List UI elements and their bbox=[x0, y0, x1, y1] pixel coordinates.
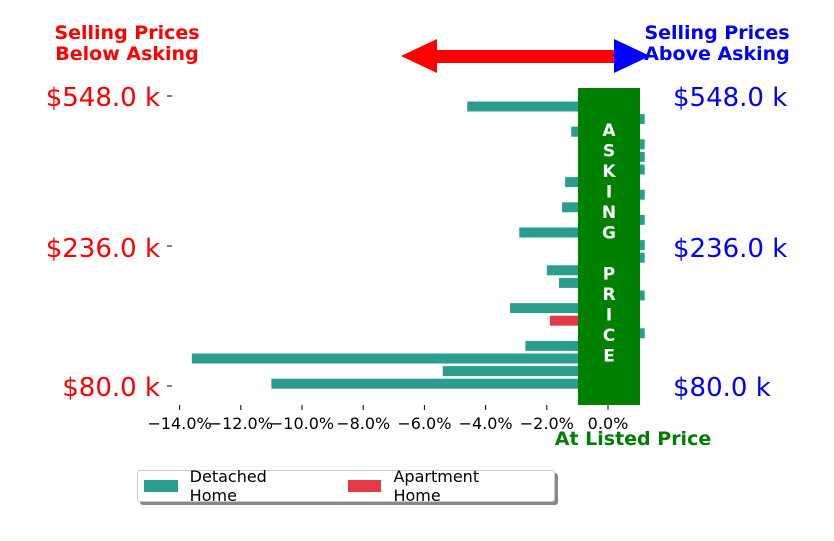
legend-label-apartment: Apartment Home bbox=[393, 467, 480, 505]
legend: Detached Home Apartment Home bbox=[137, 467, 555, 505]
y-label-left-548: $548.0 k bbox=[46, 83, 160, 113]
asking-letter-10: C bbox=[603, 326, 615, 346]
x-tick-label-5: −4.0% bbox=[459, 414, 513, 433]
asking-letter-2: K bbox=[602, 162, 616, 182]
bar-detached-16 bbox=[510, 303, 608, 314]
bar-detached-13 bbox=[546, 265, 608, 276]
x-axis-ticks: −14.0%−12.0%−10.0% −8.0% −6.0% −4.0% −2.0% 0.… bbox=[147, 405, 628, 433]
asking-letter-4: N bbox=[602, 203, 616, 223]
bar-detached-19 bbox=[525, 340, 608, 351]
y-label-right-236: $236.0 k bbox=[673, 234, 787, 264]
y-label-right-548: $548.0 k bbox=[673, 83, 787, 113]
asking-letter-8: R bbox=[602, 285, 615, 305]
y-label-left-80: $80.0 k bbox=[62, 373, 160, 403]
legend-swatch-detached bbox=[144, 480, 178, 492]
x-tick-label-1: −12.0% bbox=[209, 414, 273, 433]
x-tick-label-0: −14.0% bbox=[147, 414, 211, 433]
y-label-left-236: $236.0 k bbox=[46, 234, 160, 264]
bar-detached-20 bbox=[191, 353, 608, 364]
asking-letter-3: I bbox=[606, 183, 612, 203]
x-tick-label-7: 0.0% bbox=[588, 414, 629, 433]
asking-letter-1: S bbox=[603, 142, 615, 162]
header-above-line1: Selling Prices bbox=[644, 22, 789, 44]
bar-detached-22 bbox=[271, 378, 608, 389]
bar-detached-0 bbox=[467, 101, 608, 112]
arrow-shaft-left bbox=[434, 50, 527, 63]
y-label-right-80: $80.0 k bbox=[673, 373, 771, 403]
x-tick-label-6: −2.0% bbox=[520, 414, 574, 433]
asking-price-band bbox=[578, 88, 640, 405]
legend-label-detached: Detached Home bbox=[189, 467, 267, 505]
arrow-head-right bbox=[614, 39, 650, 73]
bar-detached-21 bbox=[442, 366, 608, 377]
bars-group bbox=[191, 101, 645, 389]
arrow-shaft-right bbox=[525, 50, 617, 63]
arrow-head-left bbox=[401, 39, 437, 73]
x-tick-label-2: −10.0% bbox=[270, 414, 334, 433]
asking-letter-0: A bbox=[602, 121, 616, 141]
legend-item-detached: Detached Home bbox=[144, 467, 318, 505]
header-below-line1: Selling Prices bbox=[54, 22, 199, 44]
bar-detached-10 bbox=[519, 227, 608, 238]
asking-letter-7: P bbox=[603, 265, 615, 285]
asking-letter-11: E bbox=[603, 347, 615, 367]
direction-arrow bbox=[401, 39, 650, 73]
x-tick-label-3: −8.0% bbox=[336, 414, 390, 433]
header-above-line2: Above Asking bbox=[644, 43, 790, 65]
legend-swatch-apartment bbox=[347, 480, 382, 492]
x-tick-label-4: −6.0% bbox=[397, 414, 451, 433]
header-below-line2: Below Asking bbox=[55, 43, 198, 65]
at-listed-price-label: At Listed Price bbox=[555, 428, 711, 450]
asking-letter-5: G bbox=[602, 224, 616, 244]
asking-letter-9: I bbox=[606, 306, 612, 326]
legend-item-apartment: Apartment Home bbox=[347, 467, 530, 505]
